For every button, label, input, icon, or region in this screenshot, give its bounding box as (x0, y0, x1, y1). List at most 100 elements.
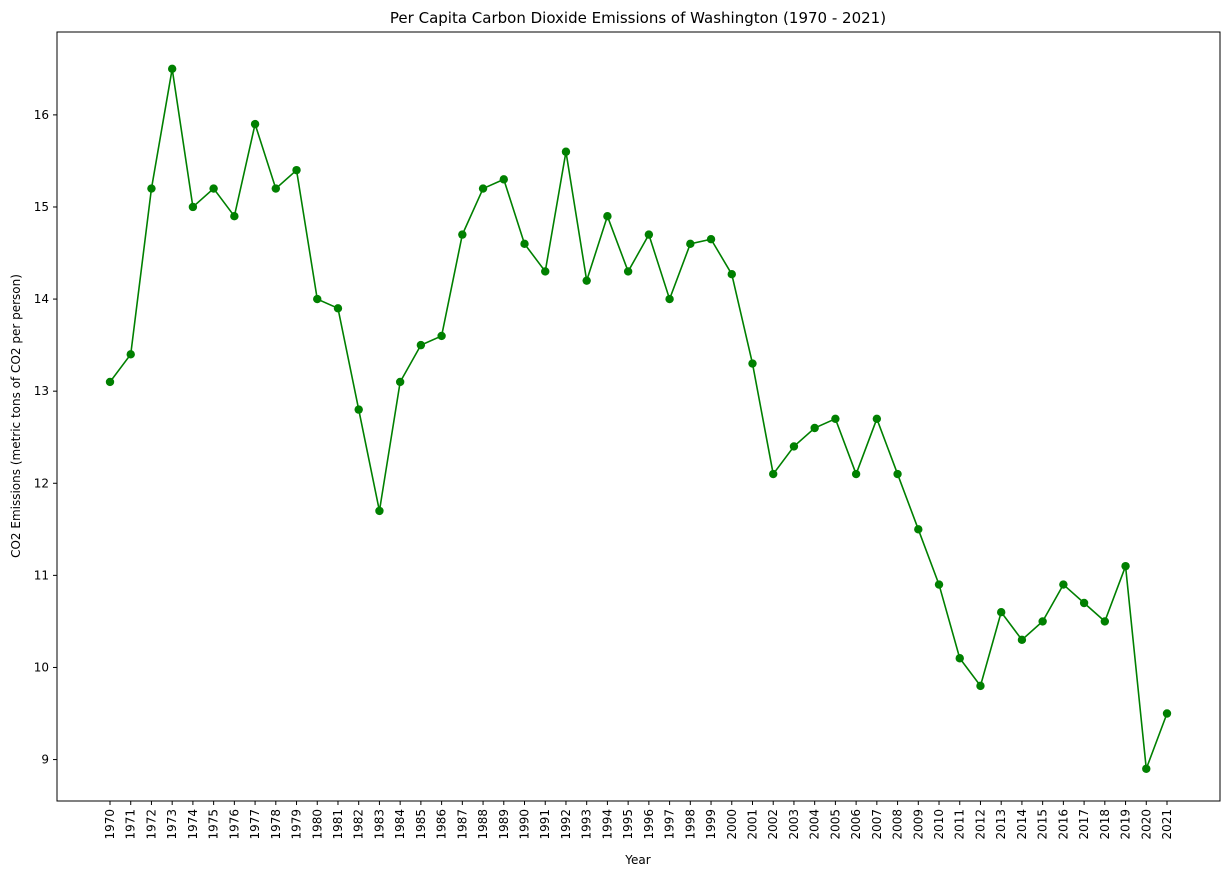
y-axis-title: CO2 Emissions (metric tons of CO2 per pe… (9, 274, 23, 558)
data-point (665, 294, 674, 304)
x-tick-label: 2000 (725, 809, 739, 840)
data-point (727, 270, 736, 279)
data-point (1038, 617, 1047, 626)
x-tick-label: 2015 (1036, 809, 1050, 840)
data-point (271, 184, 281, 193)
x-tick-label: 2018 (1098, 809, 1112, 840)
data-point (167, 64, 177, 74)
data-point (1162, 709, 1172, 718)
data-point (147, 184, 156, 193)
data-point (209, 184, 218, 193)
data-point (478, 184, 488, 193)
data-point (520, 239, 529, 249)
data-point (851, 469, 861, 479)
data-point (1100, 617, 1110, 626)
x-tick-label: 1991 (538, 809, 552, 840)
x-axis-title: Year (624, 853, 650, 867)
x-tick-label: 2012 (973, 809, 987, 840)
x-tick-label: 1986 (435, 809, 449, 840)
x-tick-label: 1975 (207, 809, 221, 840)
x-tick-label: 2011 (953, 809, 967, 840)
data-point (230, 211, 239, 221)
series-group (105, 64, 1172, 773)
x-tick-label: 1987 (455, 809, 469, 840)
x-tick-label: 1998 (683, 809, 697, 840)
data-point (934, 580, 944, 589)
data-point (458, 230, 467, 239)
x-tick-label: 2003 (787, 809, 801, 840)
data-point (1121, 561, 1130, 571)
x-tick-label: 2007 (870, 809, 884, 840)
data-point (1142, 764, 1151, 773)
x-tick-label: 1981 (331, 809, 345, 840)
chart-title: Per Capita Carbon Dioxide Emissions of W… (390, 9, 886, 27)
y-tick-label: 14 (34, 292, 49, 306)
x-tick-label: 1978 (269, 809, 283, 840)
y-tick-label: 12 (34, 476, 49, 490)
x-tick-label: 1993 (580, 809, 594, 840)
x-tick-label: 1983 (372, 809, 386, 840)
x-tick-label: 1996 (642, 809, 656, 840)
data-point (416, 340, 426, 350)
data-point (686, 239, 695, 249)
data-point (1079, 598, 1089, 608)
x-tick-label: 1988 (476, 809, 490, 840)
data-point (105, 377, 115, 387)
data-point (582, 276, 591, 285)
x-tick-label: 2002 (766, 809, 780, 840)
y-tick-label: 11 (34, 568, 49, 582)
data-point (354, 405, 363, 414)
data-point (872, 414, 882, 424)
y-tick-label: 16 (34, 108, 49, 122)
y-axis-ticks: 9 10 11 12 13 14 15 16 (34, 108, 57, 767)
data-point (976, 681, 985, 691)
data-point (831, 414, 840, 424)
data-point (437, 331, 446, 341)
data-point (914, 525, 923, 534)
x-tick-label: 2013 (994, 809, 1008, 840)
y-tick-label: 13 (34, 384, 49, 398)
x-tick-label: 1976 (227, 809, 241, 840)
x-tick-label: 2006 (849, 809, 863, 840)
x-tick-label: 2001 (745, 809, 759, 840)
data-point (250, 119, 260, 129)
x-tick-label: 1972 (144, 809, 158, 840)
data-point (644, 230, 654, 239)
data-point (769, 469, 778, 479)
series-line (109, 68, 1168, 770)
data-point (313, 294, 322, 304)
x-tick-label: 1999 (704, 809, 718, 840)
x-tick-label: 2014 (1015, 809, 1029, 840)
data-point (1017, 635, 1027, 645)
y-tick-label: 10 (34, 660, 49, 674)
data-point (603, 211, 612, 221)
x-tick-label: 1982 (352, 809, 366, 840)
x-tick-label: 2019 (1119, 809, 1133, 840)
x-tick-label: 2020 (1139, 809, 1153, 840)
y-tick-label: 9 (41, 753, 49, 767)
x-tick-label: 1994 (600, 809, 614, 840)
x-tick-label: 2008 (891, 809, 905, 840)
data-point (955, 654, 964, 663)
x-tick-label: 1992 (559, 809, 573, 840)
data-point (395, 377, 405, 387)
x-axis-ticks: 1970 1971 1972 1973 1974 1975 1976 1977 1978 1979… (103, 801, 1174, 840)
data-point (748, 359, 757, 368)
x-tick-label: 1977 (248, 809, 262, 840)
x-tick-label: 1997 (663, 809, 677, 840)
x-tick-label: 2017 (1077, 809, 1091, 840)
data-point (893, 469, 902, 479)
x-tick-label: 2009 (911, 809, 925, 840)
data-point (810, 423, 819, 433)
x-tick-label: 1989 (497, 809, 511, 840)
data-point (623, 267, 633, 276)
data-point (499, 175, 508, 184)
x-tick-label: 1990 (518, 809, 532, 840)
data-point (375, 506, 384, 516)
data-point (541, 267, 550, 276)
data-point (126, 350, 135, 359)
data-point (292, 165, 301, 175)
x-tick-label: 1974 (186, 809, 200, 840)
x-tick-label: 1973 (165, 809, 179, 840)
